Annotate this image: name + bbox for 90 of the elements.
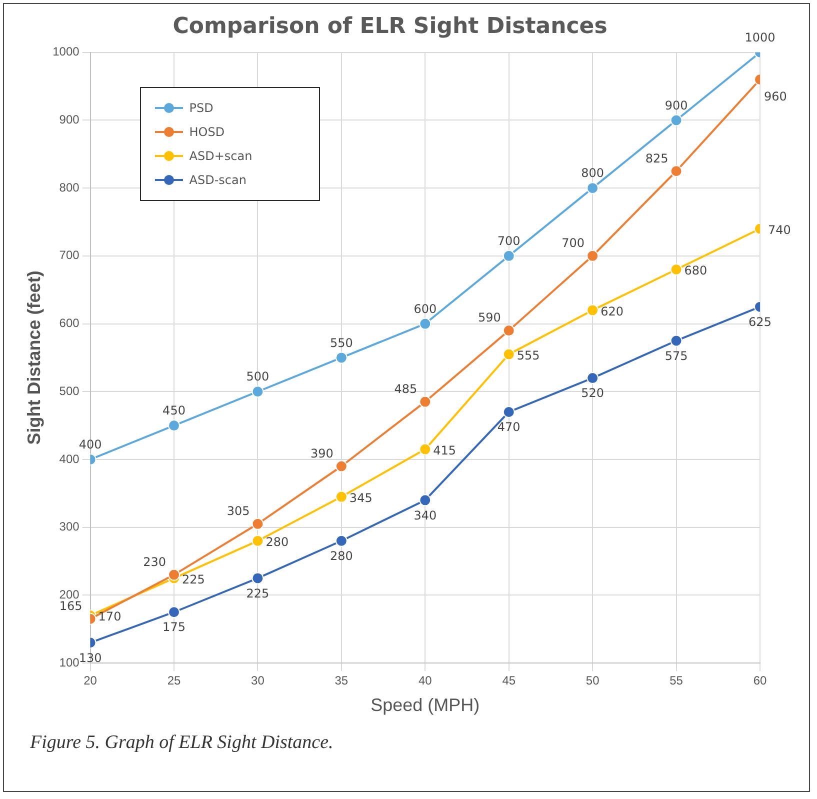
x-tick-label: 60 <box>753 674 767 688</box>
data-label: 550 <box>330 336 353 350</box>
data-label: 555 <box>516 348 540 362</box>
y-axis-title: Sight Distance (feet) <box>24 270 44 445</box>
data-label: 390 <box>310 446 334 460</box>
data-label: 400 <box>78 438 102 452</box>
point <box>502 324 515 337</box>
y-tick-label: 700 <box>59 248 80 262</box>
point <box>168 606 180 618</box>
data-label: 740 <box>768 222 791 237</box>
point <box>419 494 432 506</box>
y-tick-label: 100 <box>59 655 80 670</box>
point <box>586 372 599 384</box>
point <box>335 352 348 364</box>
data-label: 225 <box>182 572 205 586</box>
y-tick-label: 900 <box>59 112 80 127</box>
data-label: 800 <box>581 166 604 180</box>
y-tick-label: 300 <box>59 520 80 534</box>
data-label: 305 <box>226 504 250 518</box>
data-label: 450 <box>162 404 186 418</box>
x-tick-label: 25 <box>167 674 182 688</box>
data-label: 130 <box>78 650 102 665</box>
x-tick-label: 55 <box>670 674 684 688</box>
point <box>252 518 264 530</box>
data-label: 600 <box>414 302 437 316</box>
y-tick-label: 800 <box>59 180 80 194</box>
point <box>670 264 682 276</box>
data-label: 575 <box>664 348 688 363</box>
chart-title: Comparison of ELR Sight Distances <box>172 14 608 39</box>
legend-label: HOSD <box>189 125 225 140</box>
data-label: 340 <box>414 508 437 522</box>
y-tick-label: 600 <box>59 316 80 330</box>
data-label: 170 <box>98 610 122 624</box>
point <box>335 534 348 547</box>
data-label: 1000 <box>744 30 776 45</box>
x-axis-title: Speed (MPH) <box>370 695 480 716</box>
data-label: 230 <box>143 554 166 569</box>
point <box>419 443 432 456</box>
point <box>586 304 599 316</box>
caption: Figure 5. Graph of ELR Sight Distance. <box>30 732 334 754</box>
point <box>502 250 515 262</box>
data-label: 590 <box>478 310 501 325</box>
x-tick-label: 35 <box>334 674 348 688</box>
data-label: 280 <box>266 535 289 550</box>
data-label: 620 <box>600 304 624 318</box>
x-tick-label: 40 <box>418 674 432 688</box>
data-label: 900 <box>664 98 688 112</box>
point <box>670 114 682 126</box>
data-label: 825 <box>645 151 668 166</box>
data-label: 625 <box>748 314 772 329</box>
data-label: 175 <box>162 620 186 634</box>
point <box>252 572 264 584</box>
point <box>670 165 682 178</box>
x-tick-label: 50 <box>586 674 600 688</box>
y-tick-label: 500 <box>59 384 80 398</box>
point <box>419 396 432 408</box>
point <box>252 386 264 398</box>
data-label: 225 <box>246 586 270 600</box>
legend-label: PSD <box>189 101 214 116</box>
data-label: 500 <box>246 370 270 384</box>
legend-label: ASD+scan <box>189 149 252 164</box>
point <box>586 182 599 194</box>
point <box>335 490 348 503</box>
data-label: 520 <box>581 386 604 400</box>
point <box>670 334 682 347</box>
data-label: 280 <box>330 549 353 564</box>
x-tick-label: 20 <box>84 674 98 688</box>
y-tick-label: 200 <box>59 587 80 602</box>
point <box>502 348 515 360</box>
point <box>168 568 180 581</box>
data-label: 680 <box>684 264 708 278</box>
data-label: 415 <box>433 443 456 458</box>
x-tick-label: 30 <box>251 674 265 688</box>
point <box>252 534 264 547</box>
y-tick-label: 1000 <box>52 44 80 59</box>
data-label: 700 <box>562 236 585 250</box>
point <box>168 420 180 432</box>
legend-label: ASD-scan <box>189 173 246 188</box>
point <box>502 406 515 418</box>
data-label: 485 <box>394 382 418 396</box>
point <box>335 460 348 472</box>
point <box>586 250 599 262</box>
data-label: 345 <box>349 490 372 505</box>
data-label: 165 <box>59 599 82 614</box>
x-tick-label: 45 <box>502 674 516 688</box>
data-label: 700 <box>497 234 520 248</box>
data-label: 960 <box>764 90 787 104</box>
data-label: 470 <box>497 420 520 434</box>
point <box>419 318 432 330</box>
y-tick-label: 400 <box>59 452 80 466</box>
